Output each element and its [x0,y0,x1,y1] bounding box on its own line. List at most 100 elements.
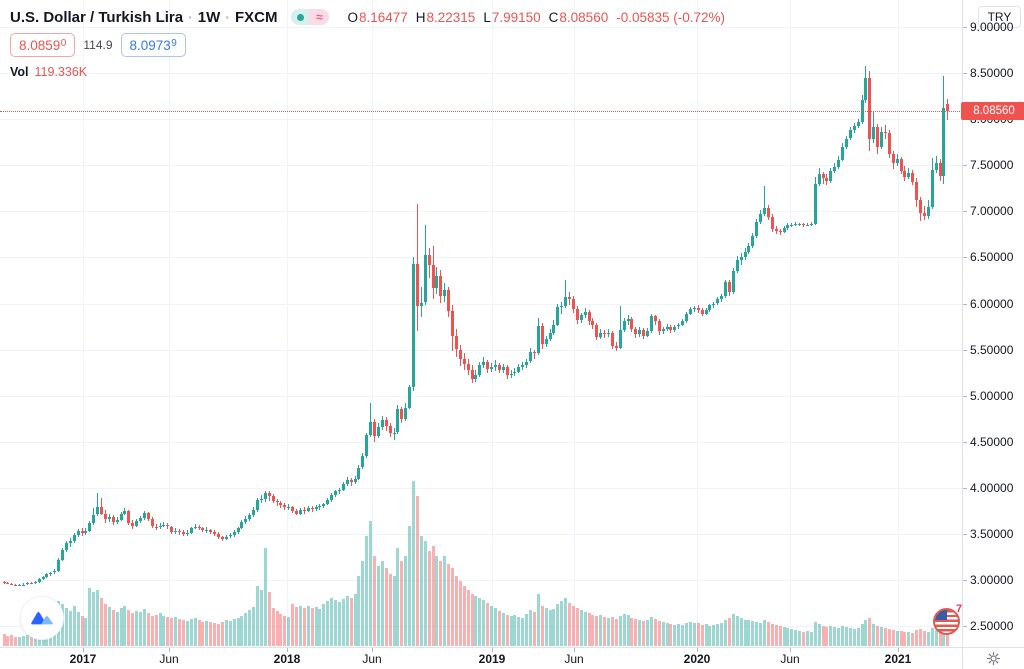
price-axis-tick [963,303,967,305]
candle-body [649,316,653,332]
volume-bar [747,620,751,646]
candle-body [755,222,759,237]
delayed-data-icon: ≈ [309,9,330,25]
volume-bar [497,611,501,646]
h-gridline [0,395,962,397]
candle-body [205,530,209,532]
sell-bid-button[interactable]: 8.08590 [10,33,76,57]
volume-bar [291,604,295,646]
volume-bar [688,622,692,646]
market-open-dot-icon [296,13,304,21]
time-axis[interactable]: 2017 Jun 2018 Jun 2019 Jun 2020 Jun 2021 [0,647,962,669]
candle-body [427,254,431,265]
candle-body [201,528,205,531]
candle-body [864,77,868,100]
candle-body [517,367,521,372]
candle-body [197,526,201,529]
candle-body [805,225,809,227]
candle-body [119,513,123,521]
candle-body [224,536,228,540]
volume-bar [131,613,135,646]
volume-bar [903,632,907,646]
volume-bar [536,594,540,646]
candle-wick [19,583,21,587]
candle-body [88,522,92,532]
candle-body [880,132,883,147]
exchange-label[interactable]: FXCM [234,8,278,26]
price-axis-tick [963,487,967,489]
time-axis-tick [790,648,791,652]
candle-body [435,275,439,288]
candle-body [178,531,181,533]
candle-body [727,282,731,293]
h-gridline [0,27,962,28]
candle-body [302,509,306,511]
candle-body [318,506,322,508]
volume-bar [373,556,376,646]
volume-bar [829,626,833,646]
volume-bar [76,612,80,646]
volume-bar [844,627,848,646]
volume-bar [786,628,790,646]
candle-body [326,499,330,505]
candle-body [369,422,373,436]
open-value: 8.16477 [358,9,408,25]
volume-bar [938,631,942,646]
volume-bar [174,617,178,646]
price-axis-label: 7.50000 [970,158,1014,173]
price-axis-tick [963,165,967,167]
currency-toggle-button[interactable]: TRY [978,6,1021,28]
axis-corner [962,647,1024,669]
interval-label[interactable]: 1W [197,8,221,26]
candle-body [345,479,349,485]
buy-ask-button[interactable]: 8.09739 [120,33,186,57]
price-axis[interactable]: TRY 9.000008.500008.000007.500007.000006… [961,0,1024,647]
volume-bar [626,615,630,646]
volume-bar [743,620,747,646]
candle-body [708,305,712,310]
volume-bar [837,628,841,646]
volume-bar [64,608,68,646]
candle-wick [163,521,165,528]
candle-body [634,329,638,334]
volume-bar [653,619,657,646]
volume-bar [412,481,415,646]
candle-body [747,246,751,252]
candle-body [642,330,646,336]
v-gridline [697,0,698,647]
candle-body [96,507,100,515]
candle-body [891,154,895,164]
volume-bar [72,606,76,646]
volume-bar [739,618,743,646]
market-status-pill[interactable]: ≈ [291,9,330,25]
candle-body [361,456,365,468]
candle-body [614,345,618,348]
candle-body [774,228,778,231]
volume-bar [306,606,310,646]
price-axis-tick [963,395,967,397]
ask-price-pip: 9 [171,37,177,49]
candle-body [458,349,462,359]
volume-bar [435,556,439,646]
volume-bar [493,608,497,646]
candle-body [794,224,798,226]
candle-body [622,321,626,331]
volume-bar [53,627,57,646]
chart-plot-area[interactable]: 7 [0,0,962,647]
time-axis-tick [898,648,899,652]
time-axis-label: Jun [159,652,179,666]
candle-wick [565,280,567,308]
candle-body [337,489,341,492]
candle-body [856,121,860,126]
candle-body [653,316,657,321]
time-axis-tick [169,648,170,652]
volume-indicator-label[interactable]: Vol [10,65,29,79]
candle-body [685,313,688,321]
economic-calendar-flag-icon[interactable]: 7 [933,603,962,636]
volume-bar [813,622,817,646]
tradingview-logo-button[interactable] [20,596,64,640]
gear-icon[interactable] [986,651,1001,666]
volume-bar [252,607,256,646]
candle-body [33,581,37,584]
symbol-title[interactable]: U.S. Dollar / Turkish Lira [10,8,184,26]
